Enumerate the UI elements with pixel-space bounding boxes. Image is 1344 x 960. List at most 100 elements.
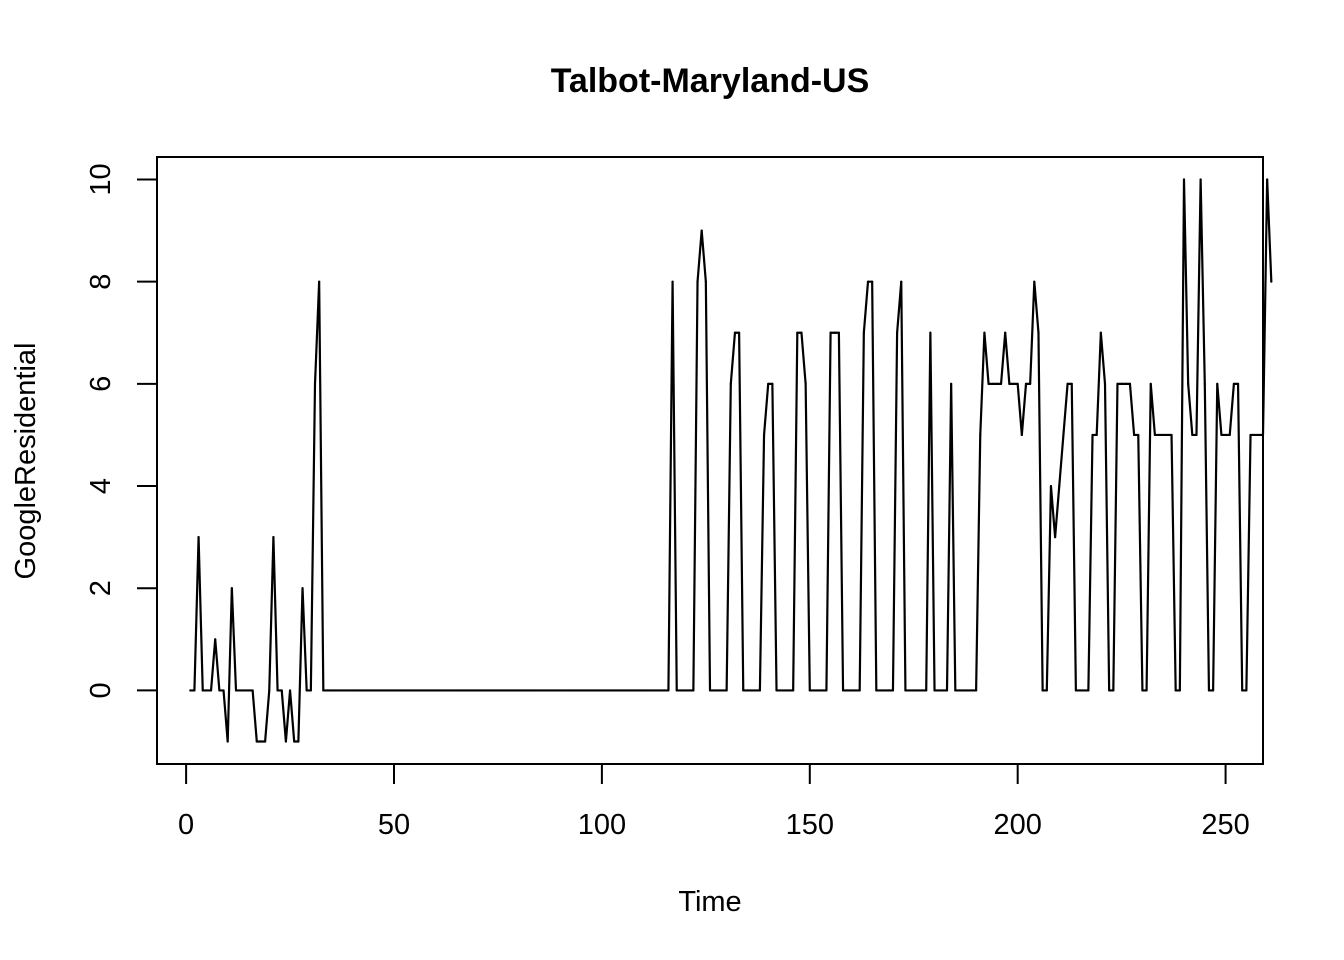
data-point xyxy=(343,689,346,692)
data-point xyxy=(438,689,441,692)
data-point xyxy=(580,689,583,692)
data-point xyxy=(771,382,774,385)
x-tick-label: 200 xyxy=(993,809,1041,841)
data-point xyxy=(409,689,412,692)
data-point xyxy=(991,382,994,385)
data-point xyxy=(392,689,396,692)
data-point xyxy=(1004,331,1007,334)
data-point xyxy=(559,689,562,692)
data-point xyxy=(1220,433,1223,437)
data-point xyxy=(480,689,483,692)
data-point xyxy=(542,689,545,692)
data-point xyxy=(363,689,366,692)
data-point xyxy=(471,689,475,692)
data-point xyxy=(1224,433,1227,437)
y-axis: 0 2 4 6 8 10 xyxy=(85,163,158,698)
data-point xyxy=(1245,689,1248,692)
series-line xyxy=(190,178,1273,743)
data-point xyxy=(667,689,670,692)
data-point xyxy=(638,689,641,692)
x-axis: 0 50 100 150 200 250 xyxy=(178,763,1250,841)
data-point xyxy=(297,740,300,743)
data-point xyxy=(696,280,699,283)
chart-title: Talbot-Maryland-US xyxy=(551,62,870,100)
data-point xyxy=(1095,433,1098,437)
data-point xyxy=(945,689,949,692)
data-point xyxy=(837,331,840,334)
data-point xyxy=(301,587,304,590)
data-point xyxy=(1033,280,1036,283)
data-point xyxy=(1162,433,1165,437)
data-point xyxy=(1020,433,1023,437)
data-point xyxy=(546,689,549,692)
data-point xyxy=(738,331,741,334)
data-point xyxy=(367,689,371,692)
data-point xyxy=(891,689,895,692)
data-point xyxy=(463,689,466,692)
data-point xyxy=(376,689,379,692)
data-point xyxy=(1008,382,1011,385)
data-point xyxy=(592,689,595,692)
y-tick-label: 4 xyxy=(85,478,117,494)
data-point xyxy=(201,689,204,692)
data-point xyxy=(355,689,358,692)
data-point xyxy=(683,689,687,692)
data-point xyxy=(1066,382,1069,385)
data-point xyxy=(937,689,940,692)
data-point xyxy=(1062,433,1065,437)
data-point xyxy=(422,689,425,692)
data-point xyxy=(916,689,919,692)
data-point xyxy=(1261,433,1265,437)
data-point xyxy=(1029,382,1032,385)
data-point xyxy=(214,638,217,641)
data-point xyxy=(854,689,857,692)
data-point xyxy=(1212,689,1215,692)
data-point xyxy=(251,689,254,692)
data-point xyxy=(804,382,807,385)
data-point xyxy=(322,689,325,692)
data-point xyxy=(218,689,221,692)
data-point xyxy=(850,689,853,692)
data-point xyxy=(1120,382,1123,385)
y-tick-label: 10 xyxy=(85,163,117,195)
data-point xyxy=(679,689,682,692)
y-tick-label: 2 xyxy=(85,580,117,596)
x-tick-label: 250 xyxy=(1201,809,1249,841)
data-point xyxy=(979,433,982,437)
x-tick-label: 100 xyxy=(578,809,626,841)
data-point xyxy=(841,689,845,692)
y-tick-label: 8 xyxy=(85,274,117,290)
data-point xyxy=(276,689,279,692)
data-point xyxy=(434,689,437,692)
y-tick-label: 0 xyxy=(85,682,117,698)
data-point xyxy=(1112,689,1115,692)
data-point xyxy=(1045,689,1048,692)
x-tick-label: 150 xyxy=(786,809,834,841)
data-point xyxy=(758,689,761,692)
data-point xyxy=(609,689,612,692)
data-point xyxy=(621,689,624,692)
data-point xyxy=(975,689,978,692)
data-point xyxy=(1266,178,1269,181)
data-point xyxy=(692,689,695,692)
data-point xyxy=(717,689,720,692)
data-point xyxy=(817,689,820,692)
data-point xyxy=(646,689,649,692)
data-point xyxy=(604,689,608,692)
data-point xyxy=(1257,433,1260,437)
data-point xyxy=(305,689,308,692)
data-point xyxy=(417,689,421,692)
data-point xyxy=(588,689,591,692)
data-point xyxy=(1216,382,1219,385)
data-point xyxy=(787,689,791,692)
data-point xyxy=(750,689,753,692)
data-point xyxy=(1103,382,1107,385)
data-point xyxy=(642,689,645,692)
data-point xyxy=(754,689,757,692)
data-point xyxy=(555,689,558,692)
data-point xyxy=(721,689,724,692)
data-point xyxy=(887,689,890,692)
data-point xyxy=(1070,382,1073,385)
data-point xyxy=(476,689,479,692)
data-point xyxy=(1137,433,1140,437)
